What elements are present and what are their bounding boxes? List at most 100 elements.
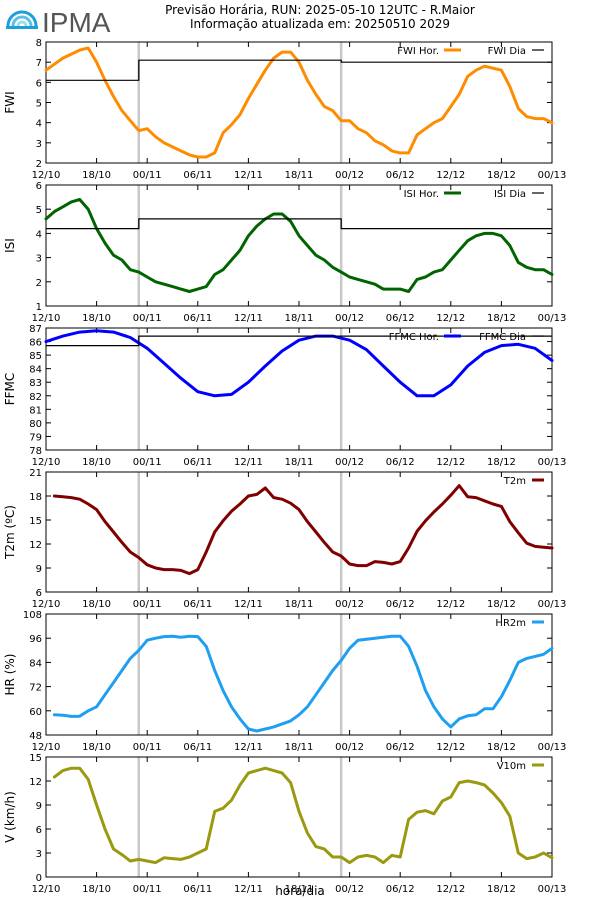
hourly-series-line (52, 634, 554, 733)
y-tick-label: 83 (29, 378, 42, 389)
legend-label: T2m (503, 476, 526, 487)
x-tick-label: 06/11 (183, 457, 212, 468)
x-tick-label: 12/11 (234, 170, 263, 181)
y-axis-label: HR (%) (3, 654, 17, 696)
x-tick-label: 06/11 (183, 884, 212, 895)
x-tick-label: 00/11 (133, 170, 162, 181)
y-tick-label: 18 (29, 492, 42, 503)
x-tick-label: 12/11 (234, 599, 263, 610)
x-tick-label: 18/11 (285, 599, 314, 610)
y-tick-label: 3 (36, 139, 42, 150)
x-tick-label: 00/12 (335, 742, 364, 753)
y-axis-label: FWI (3, 91, 17, 113)
header: IPMA Previsão Horária, RUN: 2025-05-10 1… (0, 0, 600, 40)
y-axis-label: T2m (ºC) (3, 505, 17, 560)
y-tick-label: 3 (36, 849, 42, 860)
hourly-series-line (52, 766, 554, 865)
plot-frame (45, 327, 553, 451)
chart-panel-0: 2 3 4 5 6 7 8 12/10 18/10 00/11 06/11 12/11 18/11 00/… (3, 38, 566, 181)
hourly-series-line (52, 484, 554, 576)
x-tick-label: 12/12 (436, 170, 465, 181)
x-tick-label: 00/11 (133, 599, 162, 610)
y-tick-label: 2 (36, 159, 42, 170)
y-tick-label: 87 (29, 324, 42, 335)
hourly-series-line (44, 198, 554, 293)
x-tick-label: 06/11 (183, 313, 212, 324)
y-tick-label: 84 (29, 658, 42, 669)
x-tick-label: 12/12 (436, 457, 465, 468)
ipma-logo: IPMA (6, 7, 111, 38)
x-tick-label: 00/13 (538, 313, 567, 324)
x-tick-label: 00/13 (538, 742, 567, 753)
y-tick-label: 80 (29, 419, 42, 430)
x-tick-label: 18/10 (82, 884, 111, 895)
x-tick-label: 12/12 (436, 884, 465, 895)
y-tick-label: 5 (36, 205, 42, 216)
y-tick-label: 81 (29, 405, 42, 416)
legend-label: V10m (497, 761, 526, 772)
y-tick-label: 8 (36, 38, 42, 49)
x-tick-label: 00/12 (335, 457, 364, 468)
x-tick-label: 00/13 (538, 457, 567, 468)
y-tick-label: 1 (36, 302, 42, 313)
x-tick-label: 18/12 (487, 170, 516, 181)
y-axis-label: V (km/h) (3, 791, 17, 843)
legend-label: ISI Hor. (404, 189, 439, 200)
x-tick-label: 00/11 (133, 313, 162, 324)
y-tick-label: 5 (36, 99, 42, 110)
chart-panel-1: 1 2 3 4 5 6 12/10 18/10 00/11 06/11 12/11 18/11 00/1… (3, 181, 566, 324)
legend-label: FFMC Hor. (389, 332, 439, 343)
x-tick-label: 06/12 (386, 599, 415, 610)
x-tick-label: 18/11 (285, 742, 314, 753)
x-tick-label: 00/13 (538, 170, 567, 181)
ipma-logo-icon (6, 10, 38, 29)
x-tick-label: 18/10 (82, 599, 111, 610)
x-tick-label: 06/12 (386, 313, 415, 324)
chart-panel-2: 78 79 80 81 82 83 84 85 86 87 12/10 18/10 00/11 06/11… (3, 324, 566, 468)
y-tick-label: 0 (36, 873, 42, 884)
daily-series-line (45, 218, 553, 230)
x-tick-label: 18/12 (487, 884, 516, 895)
y-tick-label: 86 (29, 338, 42, 349)
y-tick-label: 82 (29, 392, 42, 403)
y-tick-label: 84 (29, 365, 42, 376)
x-tick-label: 18/12 (487, 599, 516, 610)
x-tick-label: 18/11 (285, 170, 314, 181)
x-tick-label: 00/12 (335, 170, 364, 181)
x-tick-label: 00/11 (133, 457, 162, 468)
y-tick-label: 9 (36, 801, 42, 812)
legend-label: FWI Hor. (397, 46, 439, 57)
y-tick-label: 72 (29, 683, 42, 694)
x-tick-label: 06/12 (386, 742, 415, 753)
daily-series-line (45, 335, 553, 347)
y-tick-label: 12 (29, 540, 42, 551)
x-tick-label: 06/12 (386, 457, 415, 468)
legend-label: HR2m (495, 618, 526, 629)
x-tick-label: 18/11 (285, 313, 314, 324)
x-tick-label: 18/12 (487, 742, 516, 753)
hourly-series-line (44, 46, 554, 159)
x-tick-label: 12/11 (234, 884, 263, 895)
x-tick-label: 00/11 (133, 884, 162, 895)
legend-label: FFMC Dia (479, 332, 526, 343)
y-tick-label: 6 (36, 588, 42, 599)
x-tick-label: 06/12 (386, 884, 415, 895)
y-tick-label: 79 (29, 432, 42, 443)
chart-panel-4: 48 60 72 84 96 108 12/10 18/10 00/11 06/11 12/11 18… (3, 610, 566, 753)
x-tick-label: 12/10 (32, 170, 61, 181)
x-tick-label: 12/10 (32, 742, 61, 753)
y-tick-label: 2 (36, 278, 42, 289)
y-tick-label: 6 (36, 825, 42, 836)
x-tick-label: 00/13 (538, 884, 567, 895)
y-tick-label: 9 (36, 564, 42, 575)
x-tick-label: 18/11 (285, 884, 314, 895)
x-tick-label: 12/11 (234, 457, 263, 468)
x-tick-label: 12/10 (32, 599, 61, 610)
plot-frame (45, 471, 553, 593)
x-tick-label: 00/12 (335, 884, 364, 895)
x-tick-label: 00/11 (133, 742, 162, 753)
y-axis-label: FFMC (3, 373, 17, 406)
x-tick-label: 12/10 (32, 884, 61, 895)
legend-label: ISI Dia (494, 189, 526, 200)
